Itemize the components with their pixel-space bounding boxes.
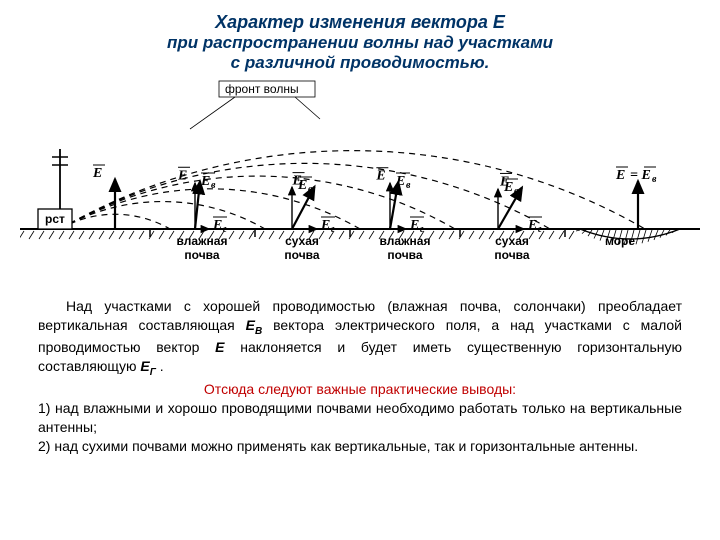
svg-text:г: г: [223, 224, 227, 235]
svg-text:влажная: влажная: [177, 234, 228, 248]
para1-d: .: [156, 358, 164, 374]
svg-text:E: E: [503, 180, 513, 195]
conclusion-item-2: 2) над сухими почвами можно применять ка…: [38, 437, 682, 456]
svg-text:сухая: сухая: [495, 234, 529, 248]
svg-text:в: в: [406, 180, 411, 191]
svg-text:= E: = E: [630, 168, 651, 183]
svg-text:сухая: сухая: [285, 234, 319, 248]
EГ-symbol: Е: [140, 358, 149, 374]
svg-text:почва: почва: [387, 248, 422, 262]
svg-text:E: E: [92, 166, 102, 181]
title-line-1: Характер изменения вектора Е: [40, 12, 680, 33]
conclusion-heading: Отсюда следуют важные практические вывод…: [38, 381, 682, 397]
svg-text:E: E: [395, 174, 405, 189]
svg-text:влажная: влажная: [380, 234, 431, 248]
svg-text:в: в: [211, 180, 216, 191]
svg-text:рст: рст: [45, 212, 65, 226]
svg-text:E: E: [297, 178, 307, 193]
svg-text:г: г: [331, 224, 335, 235]
svg-text:почва: почва: [494, 248, 529, 262]
svg-text:г: г: [538, 224, 542, 235]
svg-text:почва: почва: [184, 248, 219, 262]
svg-text:E: E: [409, 218, 419, 233]
svg-text:в: в: [652, 174, 657, 185]
svg-text:E: E: [375, 169, 385, 184]
svg-text:почва: почва: [284, 248, 319, 262]
svg-text:г: г: [420, 224, 424, 235]
svg-text:E: E: [615, 168, 625, 183]
svg-text:E: E: [527, 218, 537, 233]
svg-text:E: E: [200, 174, 210, 189]
svg-text:E: E: [320, 218, 330, 233]
E-symbol: Е: [215, 339, 224, 355]
diagram-svg: фронт волнывлажнаяпочвасухаяпочвавлажная…: [20, 79, 700, 289]
svg-text:в: в: [308, 184, 313, 195]
svg-text:E: E: [177, 168, 187, 183]
body-paragraph: Над участками с хорошей проводимостью (в…: [38, 297, 682, 379]
wave-diagram: фронт волнывлажнаяпочвасухаяпочвавлажная…: [20, 79, 700, 289]
svg-text:E: E: [212, 218, 222, 233]
svg-text:фронт волны: фронт волны: [225, 82, 299, 96]
slide-title: Характер изменения вектора Е при распрос…: [40, 12, 680, 73]
conclusion-item-1: 1) над влажными и хорошо проводящими поч…: [38, 399, 682, 437]
EВ-symbol: Е: [246, 317, 255, 333]
title-line-2: при распространении волны над участками: [40, 33, 680, 53]
svg-text:в: в: [514, 186, 519, 197]
title-line-3: с различной проводимостью.: [40, 53, 680, 73]
